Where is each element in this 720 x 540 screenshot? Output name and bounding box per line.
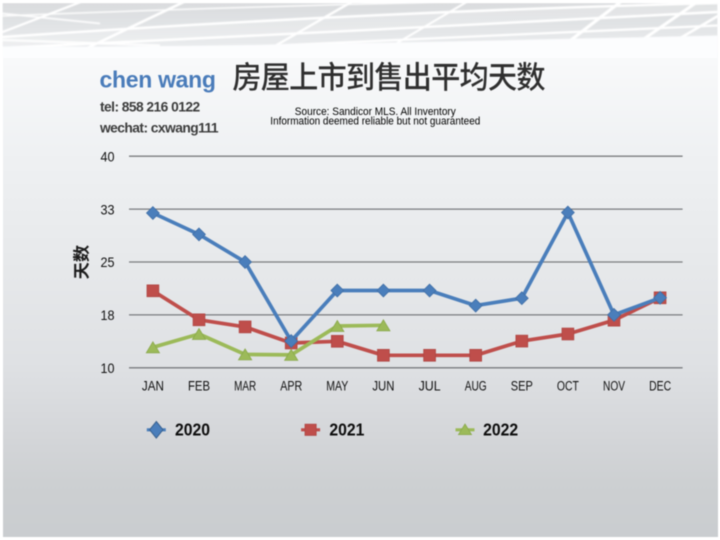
svg-text:DEC: DEC: [649, 379, 671, 395]
svg-text:tel: 858 216 0122: tel: 858 216 0122: [100, 100, 200, 115]
svg-text:2022: 2022: [483, 420, 518, 440]
svg-text:18: 18: [101, 308, 115, 324]
svg-text:MAR: MAR: [234, 379, 256, 395]
svg-text:SEP: SEP: [511, 379, 533, 395]
svg-text:chen wang: chen wang: [100, 67, 216, 93]
svg-text:40: 40: [101, 149, 115, 165]
svg-text:33: 33: [101, 202, 115, 218]
svg-text:FEB: FEB: [188, 379, 210, 395]
svg-text:Information deemed reliable bu: Information deemed reliable but not guar…: [270, 116, 480, 128]
svg-text:2020: 2020: [175, 420, 210, 440]
svg-text:OCT: OCT: [557, 379, 579, 395]
svg-text:10: 10: [101, 361, 115, 377]
svg-text:APR: APR: [280, 379, 302, 395]
svg-text:wechat: cxwang111: wechat: cxwang111: [99, 120, 219, 135]
svg-text:JUL: JUL: [419, 379, 441, 395]
svg-text:AUG: AUG: [465, 379, 487, 395]
svg-text:2021: 2021: [329, 420, 364, 440]
svg-text:MAY: MAY: [326, 379, 348, 395]
svg-text:Source: Sandicor MLS. All Inve: Source: Sandicor MLS. All Inventory: [295, 106, 456, 118]
svg-text:NOV: NOV: [603, 379, 625, 395]
svg-text:25: 25: [101, 255, 115, 271]
svg-text:JUN: JUN: [372, 379, 394, 395]
svg-text:JAN: JAN: [142, 379, 164, 395]
